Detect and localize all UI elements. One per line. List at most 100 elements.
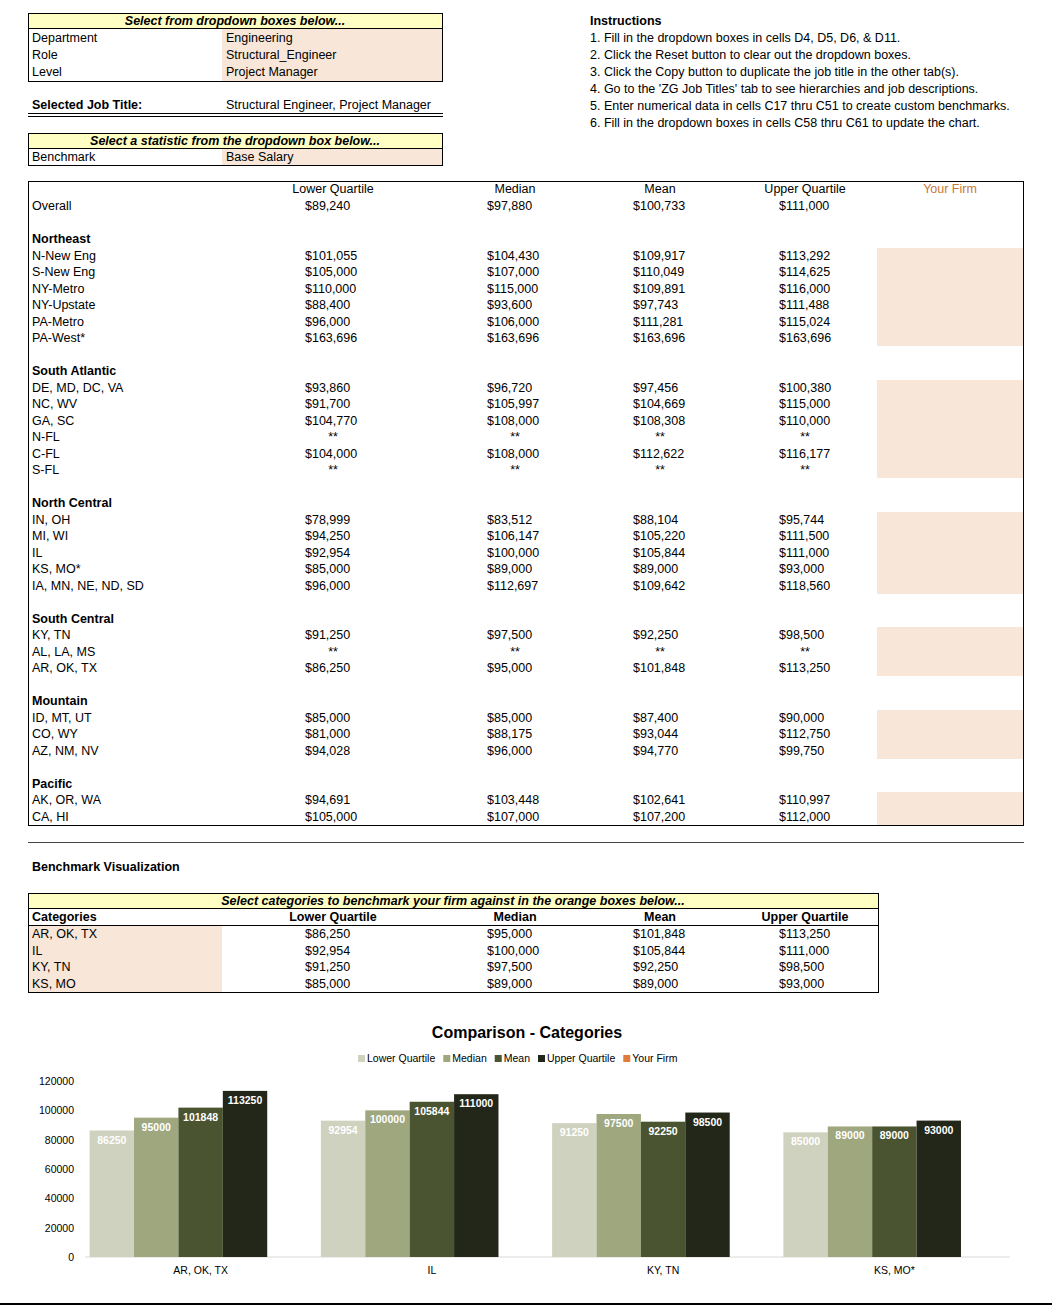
cell-value: $163,696 [779,330,831,346]
cell-value: $92,250 [633,959,678,975]
y-tick-label: 20000 [45,1222,74,1234]
row-label: C-FL [32,446,60,462]
cell-value: $115,000 [779,396,830,412]
header-rule [28,925,879,926]
y-tick-label: 60000 [45,1163,74,1175]
cell-value: $87,400 [633,710,678,726]
selected-value: Structural Engineer, Project Manager [226,97,431,113]
cell-value: $103,448 [487,792,539,808]
cell-value: $105,000 [305,809,357,825]
cell-value: $100,733 [633,198,685,214]
cell-value: $112,750 [779,726,830,742]
row-label: KY, TN [32,627,70,643]
cell-value: $93,000 [779,976,824,992]
cell-value: $89,000 [633,976,678,992]
cell-value: $86,250 [305,926,350,942]
row-label: NY-Metro [32,281,84,297]
cell-value: $111,000 [779,943,829,959]
cell-value: $97,743 [633,297,678,313]
y-tick [81,1169,85,1170]
y-tick [81,1110,85,1111]
cell-value: $98,500 [779,959,824,975]
y-tick-label: 0 [68,1251,74,1263]
your-firm-input [877,512,1023,594]
cell-value: $97,500 [487,627,532,643]
cell-value: $85,000 [305,976,350,992]
prompt-text: Select categories to benchmark your firm… [221,893,685,909]
cell-value: $104,770 [305,413,357,429]
cell-value: $102,641 [633,792,685,808]
cell-value: $85,000 [487,710,532,726]
field-value: Project Manager [226,64,318,80]
cell-value: $163,696 [305,330,357,346]
legend-entry: Lower Quartile [367,1052,435,1064]
row-label: IN, OH [32,512,70,528]
cell-value: $89,000 [633,561,678,577]
row-label: CO, WY [32,726,78,742]
cell-value: $91,250 [305,959,350,975]
field-value: Structural_Engineer [226,47,336,63]
bar [365,1110,409,1257]
data-label: 85000 [791,1135,820,1147]
cell-value: ** [328,644,338,660]
cell-value: $93,600 [487,297,532,313]
cell-value: $89,000 [487,561,532,577]
row-label: KS, MO* [32,561,81,577]
y-tick [81,1198,85,1199]
row-label: Overall [32,198,72,214]
bar [454,1094,498,1257]
y-tick [81,1257,85,1258]
cell-value: $116,000 [779,281,830,297]
row-label: S-New Eng [32,264,95,280]
cell-value: $105,220 [633,528,685,544]
column-header: Categories [32,909,97,925]
bottom-rule [0,1303,1052,1305]
cell-value: $93,860 [305,380,350,396]
cell-value: $113,250 [779,660,830,676]
selected-label: Selected Job Title: [32,97,142,113]
data-label: 101848 [183,1111,218,1123]
row-label: IA, MN, NE, ND, SD [32,578,144,594]
bar [872,1126,916,1257]
cell-value: $95,744 [779,512,824,528]
cell-value: $113,250 [779,926,830,942]
cell-value: $91,700 [305,396,350,412]
legend-entry: Upper Quartile [547,1052,615,1064]
legend-entry: Median [452,1052,487,1064]
instruction: 2. Click the Reset button to clear out t… [590,47,911,63]
row-label: IL [32,545,42,561]
field-label: Department [32,30,97,46]
field-label: Benchmark [32,149,95,165]
data-label: 89000 [880,1129,909,1141]
row-label: GA, SC [32,413,74,429]
cell-value: $110,000 [779,413,830,429]
your-firm-input [877,627,1023,676]
cell-value: $163,696 [487,330,539,346]
cell-value: $91,250 [305,627,350,643]
cell-value: ** [510,644,520,660]
y-tick [81,1139,85,1140]
cell-value: $104,430 [487,248,539,264]
prompt-text: Select a statistic from the dropdown box… [90,133,380,149]
cell-value: $85,000 [305,710,350,726]
y-tick [81,1081,85,1082]
column-header: Lower Quartile [292,181,373,197]
cell-value: $94,028 [305,743,350,759]
bar [685,1113,729,1257]
row-label: AL, LA, MS [32,644,95,660]
category-label: AR, OK, TX [32,926,97,942]
row-label: ID, MT, UT [32,710,92,726]
row-label: AR, OK, TX [32,660,97,676]
cell-value: $81,000 [305,726,350,742]
cell-value: $92,954 [305,545,350,561]
bar [134,1118,178,1257]
column-header: Mean [644,181,675,197]
data-label: 95000 [142,1121,171,1133]
data-label: 89000 [835,1129,864,1141]
cell-value: $104,669 [633,396,685,412]
section-title: Benchmark Visualization [32,859,180,875]
chart: Comparison - CategoriesLower QuartileMed… [0,0,1052,1306]
x-tick-label: AR, OK, TX [173,1264,228,1276]
cell-value: ** [510,429,520,445]
cell-value: $85,000 [305,561,350,577]
